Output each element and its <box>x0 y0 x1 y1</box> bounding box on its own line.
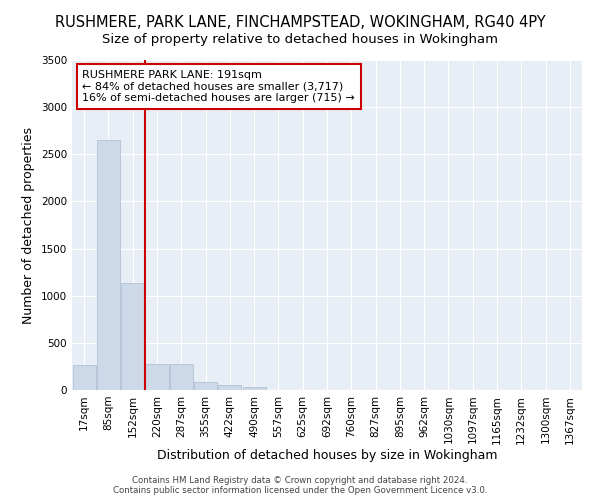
Y-axis label: Number of detached properties: Number of detached properties <box>22 126 35 324</box>
Bar <box>218 386 241 390</box>
X-axis label: Distribution of detached houses by size in Wokingham: Distribution of detached houses by size … <box>157 449 497 462</box>
Bar <box>97 140 120 390</box>
Bar <box>242 386 266 390</box>
Bar <box>121 282 144 390</box>
Bar <box>170 364 193 390</box>
Bar <box>145 364 169 390</box>
Text: RUSHMERE PARK LANE: 191sqm
← 84% of detached houses are smaller (3,717)
16% of s: RUSHMERE PARK LANE: 191sqm ← 84% of deta… <box>82 70 355 103</box>
Bar <box>194 382 217 390</box>
Text: RUSHMERE, PARK LANE, FINCHAMPSTEAD, WOKINGHAM, RG40 4PY: RUSHMERE, PARK LANE, FINCHAMPSTEAD, WOKI… <box>55 15 545 30</box>
Text: Size of property relative to detached houses in Wokingham: Size of property relative to detached ho… <box>102 32 498 46</box>
Bar <box>73 364 95 390</box>
Text: Contains HM Land Registry data © Crown copyright and database right 2024.
Contai: Contains HM Land Registry data © Crown c… <box>113 476 487 495</box>
